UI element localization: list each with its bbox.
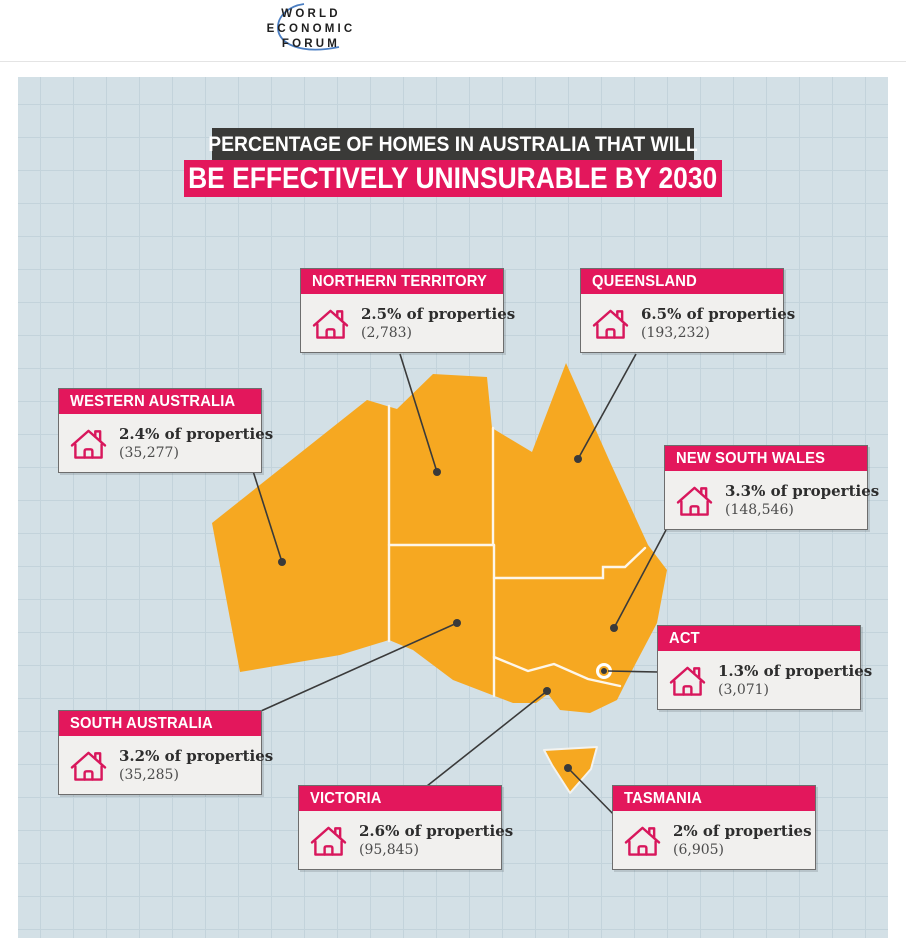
wef-logo-word: ECONOMIC	[266, 23, 356, 35]
count-label: (193,232)	[641, 324, 710, 341]
count-label: (2,783)	[361, 324, 413, 341]
count-label: (6,905)	[673, 841, 725, 858]
callout-western-australia: WESTERN AUSTRALIA 2.4% of properties (35…	[58, 388, 273, 473]
callout-header: WESTERN AUSTRALIA	[59, 389, 261, 414]
count-label: (35,285)	[119, 766, 179, 783]
percent-label: 2.6% of properties	[359, 821, 514, 840]
house-icon	[624, 826, 661, 856]
house-icon	[70, 429, 107, 459]
house-icon	[592, 309, 629, 339]
headline-line1: PERCENTAGE OF HOMES IN AUSTRALIA THAT WI…	[208, 128, 698, 161]
house-icon	[669, 666, 706, 696]
count-label: (3,071)	[718, 681, 770, 698]
count-label: (35,277)	[119, 444, 179, 461]
callout-tasmania: TASMANIA 2% of properties (6,905)	[612, 785, 816, 870]
callout-header: NEW SOUTH WALES	[665, 446, 867, 471]
callout-header: VICTORIA	[299, 786, 501, 811]
house-icon	[70, 751, 107, 781]
callout-victoria: VICTORIA 2.6% of properties (95,845)	[298, 785, 513, 870]
count-label: (148,546)	[725, 501, 794, 518]
wef-logo: WORLD ECONOMIC FORUM	[256, 3, 366, 57]
wef-logo-arc-icon	[277, 3, 340, 51]
callout-northern-territory: NORTHERN TERRITORY 2.5% of properties (2…	[300, 268, 515, 353]
count-label: (95,845)	[359, 841, 419, 858]
percent-label: 2% of properties	[673, 821, 812, 840]
wef-logo-word: FORUM	[281, 38, 341, 50]
callout-south-australia: SOUTH AUSTRALIA 3.2% of properties (35,2…	[58, 710, 273, 795]
callout-header: ACT	[658, 626, 860, 651]
house-icon	[312, 309, 349, 339]
wef-logo-word: WORLD	[281, 8, 341, 20]
callout-act: ACT 1.3% of properties (3,071)	[657, 625, 872, 710]
callout-new-south-wales: NEW SOUTH WALES 3.3% of properties (148,…	[664, 445, 879, 530]
callout-header: TASMANIA	[613, 786, 815, 811]
header-divider	[0, 61, 906, 62]
percent-label: 1.3% of properties	[718, 661, 873, 680]
percent-label: 3.3% of properties	[725, 481, 880, 500]
percent-label: 3.2% of properties	[119, 746, 274, 765]
house-icon	[676, 486, 713, 516]
callout-header: NORTHERN TERRITORY	[301, 269, 503, 294]
headline-line2: BE EFFECTIVELY UNINSURABLE BY 2030	[184, 160, 722, 197]
callout-queensland: QUEENSLAND 6.5% of properties (193,232)	[580, 268, 795, 353]
percent-label: 2.4% of properties	[119, 424, 274, 443]
percent-label: 6.5% of properties	[641, 304, 796, 323]
callout-header: SOUTH AUSTRALIA	[59, 711, 261, 736]
house-icon	[310, 826, 347, 856]
percent-label: 2.5% of properties	[361, 304, 516, 323]
callout-header: QUEENSLAND	[581, 269, 783, 294]
